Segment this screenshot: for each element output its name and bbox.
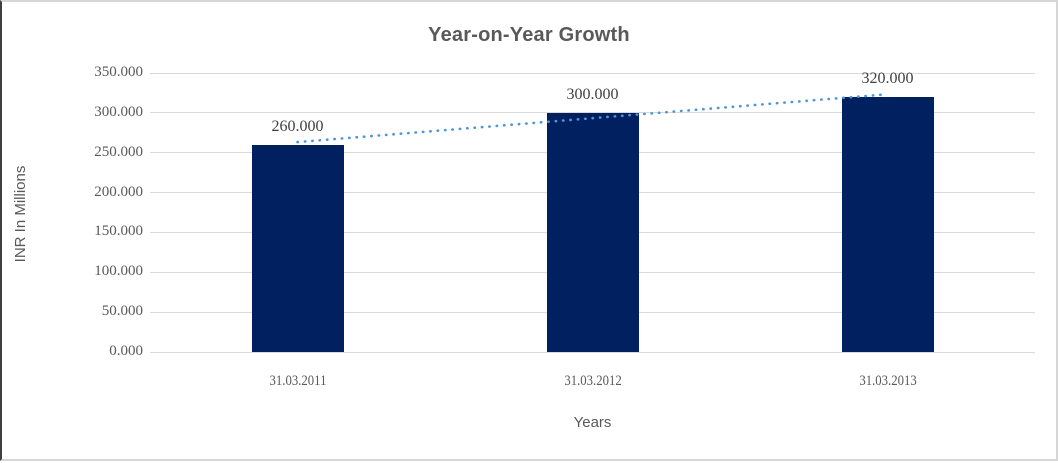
x-tick-label: 31.03.2012 xyxy=(563,373,622,389)
y-tick-label: 150.000 xyxy=(94,223,143,240)
gridline xyxy=(150,72,1035,74)
bar-31.03.2013 xyxy=(841,96,934,352)
bar-31.03.2011 xyxy=(251,144,344,352)
gridline xyxy=(150,351,1035,353)
y-axis-title: INR In Millions xyxy=(12,165,29,263)
y-tick-label: 350.000 xyxy=(94,64,143,80)
data-label: 300.000 xyxy=(566,85,619,103)
x-tick-label: 31.03.2013 xyxy=(858,373,917,389)
y-tick-label: 200.000 xyxy=(94,183,143,200)
data-label: 320.000 xyxy=(861,69,914,87)
y-tick-label: 250.000 xyxy=(94,143,143,160)
y-tick-label: 50.000 xyxy=(101,303,143,320)
x-axis-title: Years xyxy=(573,414,612,431)
y-tick-label: 100.000 xyxy=(94,263,143,280)
y-tick-label: 0.000 xyxy=(109,343,143,359)
chart-title: Year-on-Year Growth xyxy=(428,24,630,46)
x-tick-label: 31.03.2011 xyxy=(269,373,326,389)
data-label: 260.000 xyxy=(271,117,324,135)
y-tick-label: 300.000 xyxy=(94,103,143,120)
bar-31.03.2012 xyxy=(546,112,639,352)
